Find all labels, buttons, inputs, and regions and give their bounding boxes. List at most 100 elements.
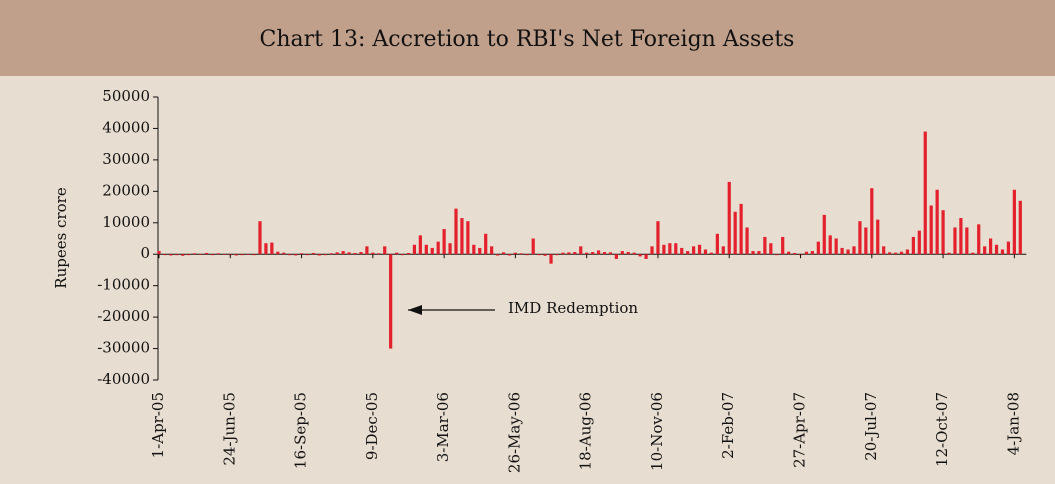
bar	[216, 253, 220, 255]
bar	[852, 246, 856, 255]
x-tick-label: 27-Apr-07	[791, 392, 809, 468]
bar	[834, 238, 838, 255]
bar	[614, 254, 618, 259]
x-tick-label: 1-Apr-05	[149, 392, 167, 458]
bar	[204, 252, 209, 255]
bar	[810, 251, 814, 255]
bar	[430, 247, 434, 255]
bar	[252, 254, 256, 256]
bar	[864, 227, 868, 255]
bar	[983, 246, 987, 255]
bar	[662, 244, 666, 255]
bar	[697, 244, 702, 255]
bar	[709, 252, 714, 255]
bar	[311, 252, 316, 255]
bar	[163, 254, 167, 256]
x-tick-label: 16-Sep-05	[292, 392, 310, 469]
bar	[282, 252, 286, 255]
bar	[317, 254, 321, 256]
bar	[846, 249, 850, 255]
bar	[751, 251, 755, 255]
x-tick-label: 4-Jan-08	[1004, 392, 1022, 455]
bar	[650, 246, 654, 255]
x-tick-label: 20-Jul-07	[862, 392, 880, 461]
y-tick-label: 10000	[102, 213, 150, 231]
bar	[680, 247, 684, 255]
bar	[187, 254, 191, 256]
bar	[335, 252, 339, 255]
bar	[395, 252, 399, 255]
bar	[840, 247, 844, 255]
bar	[299, 253, 304, 255]
bar	[258, 221, 262, 255]
annotation-arrowhead	[408, 305, 422, 315]
bar	[371, 252, 375, 255]
bar	[1018, 200, 1022, 255]
bar	[692, 246, 696, 255]
bar	[484, 233, 488, 255]
bar	[198, 254, 203, 255]
bar	[721, 246, 725, 255]
bar	[495, 254, 500, 256]
bar	[406, 252, 411, 255]
bar	[608, 252, 613, 255]
bar	[234, 254, 238, 256]
bar	[424, 244, 428, 255]
bar	[525, 254, 529, 256]
bar	[596, 250, 601, 255]
bar	[715, 233, 719, 255]
bar	[567, 252, 571, 255]
bar	[626, 252, 630, 255]
bar	[377, 253, 381, 255]
bar	[893, 252, 898, 255]
bar	[775, 254, 779, 256]
chart-title: Chart 13: Accretion to RBI's Net Foreign…	[260, 27, 795, 52]
bar	[448, 243, 452, 255]
annotation: IMD Redemption	[508, 299, 638, 317]
bar	[454, 208, 458, 255]
bar	[222, 254, 226, 255]
bar	[674, 243, 678, 255]
bar	[828, 235, 832, 255]
bar	[579, 246, 583, 255]
y-tick-label: 50000	[102, 87, 150, 105]
bar	[549, 254, 553, 264]
bar	[305, 254, 310, 256]
bar	[870, 188, 874, 255]
bar	[573, 252, 577, 255]
bar	[561, 252, 565, 255]
bar	[472, 244, 476, 255]
bar	[210, 254, 215, 256]
x-tick-label: 26-May-06	[505, 392, 523, 473]
bar	[359, 252, 363, 255]
bar	[781, 236, 785, 255]
y-tick-label: -30000	[97, 339, 150, 357]
bar	[668, 243, 672, 255]
y-axis-label: Rupees crore	[52, 187, 70, 289]
bar	[876, 219, 880, 255]
bar	[656, 221, 660, 255]
bar	[971, 252, 975, 255]
bar	[323, 254, 327, 256]
bar	[365, 246, 369, 255]
bar	[739, 203, 743, 255]
bar	[501, 252, 506, 255]
bar	[157, 251, 161, 255]
y-tick-label: 30000	[102, 150, 150, 168]
y-tick-label: 0	[140, 244, 150, 262]
y-tick-label: -10000	[97, 276, 150, 294]
bar	[620, 251, 624, 255]
bar	[1000, 249, 1005, 255]
bar	[294, 254, 298, 256]
bar	[460, 218, 464, 255]
bar	[882, 246, 886, 255]
bar	[264, 243, 268, 255]
bar	[644, 254, 648, 259]
bar	[383, 246, 387, 255]
bar	[977, 224, 981, 255]
bar	[240, 254, 244, 256]
bar	[816, 241, 820, 255]
x-tick-label: 12-Oct-07	[933, 392, 951, 467]
bar	[602, 252, 607, 255]
